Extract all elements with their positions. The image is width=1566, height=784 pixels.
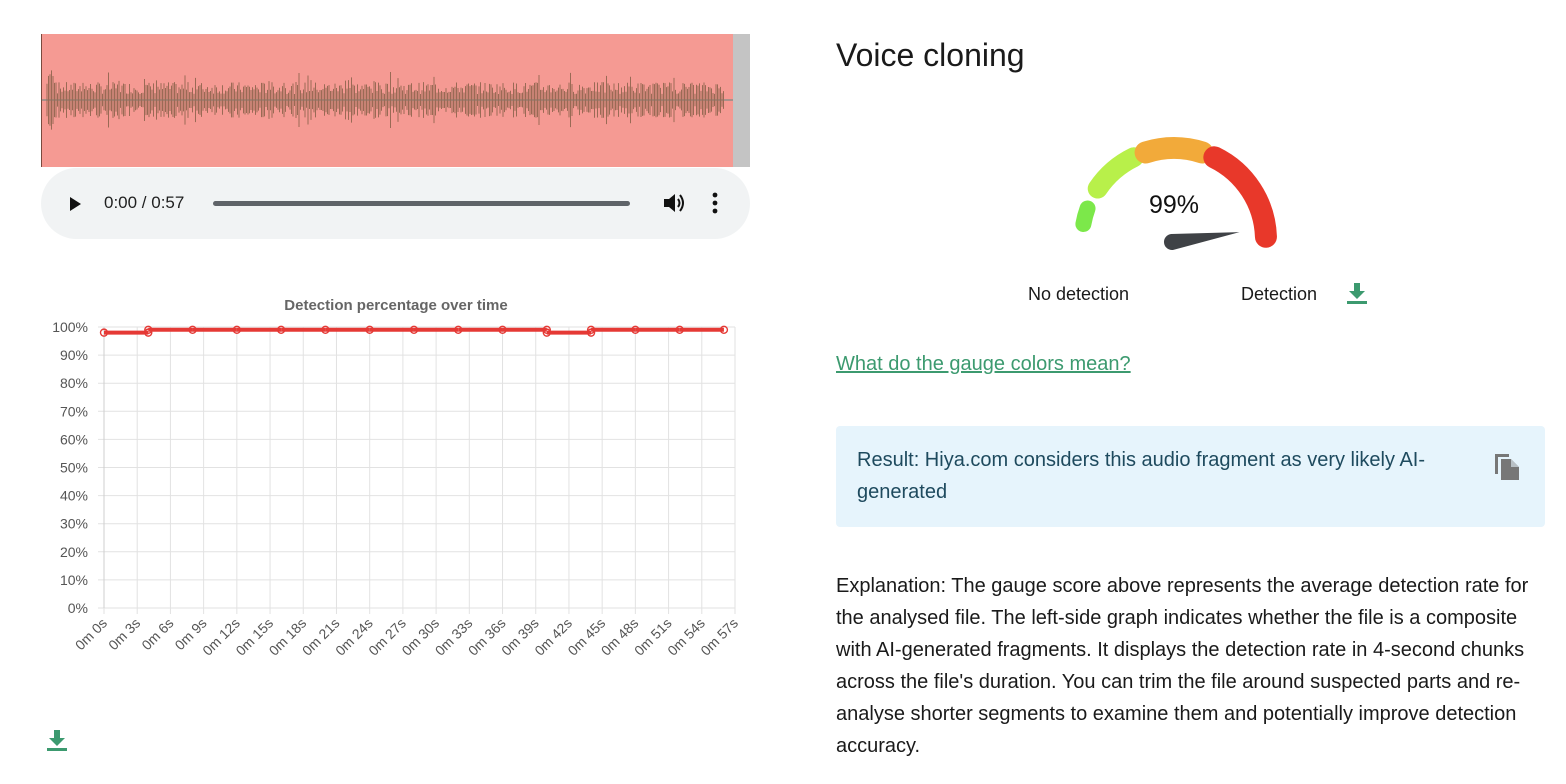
waveform-cursor[interactable]: [41, 34, 42, 167]
gauge-label-detection: Detection: [1241, 284, 1318, 304]
more-options-button[interactable]: [705, 190, 725, 216]
chart-y-tick-label: 90%: [60, 347, 88, 363]
copy-icon: [1495, 454, 1519, 480]
chart-point: [365, 325, 374, 335]
gauge-segment: [1075, 200, 1096, 233]
chart-y-tick-label: 10%: [60, 572, 88, 588]
volume-icon: [664, 194, 684, 212]
chart-download-button[interactable]: [46, 728, 68, 752]
chart-x-tick-label: 0m 6s: [138, 615, 176, 653]
chart-point: [321, 325, 330, 335]
chart-title: Detection percentage over time: [284, 297, 507, 314]
download-icon: [47, 730, 67, 751]
chart-y-tick-label: 30%: [60, 516, 88, 532]
chart-point: [542, 325, 552, 335]
gauge-download-button[interactable]: [1346, 281, 1368, 305]
gauge-value: 99%: [1149, 191, 1199, 219]
chart-point: [586, 325, 596, 335]
waveform-unplayed-region: [733, 34, 750, 167]
chart-x-tick-label: 0m 0s: [72, 615, 110, 653]
gauge-segment: [1134, 137, 1214, 164]
copy-result-button[interactable]: [1492, 450, 1522, 482]
chart-point: [144, 325, 153, 335]
chart-point: [631, 325, 640, 335]
chart-point: [188, 325, 197, 335]
more-vert-icon: [712, 192, 718, 214]
gauge-needle: [1164, 232, 1240, 250]
audio-player: 0:00 / 0:57: [41, 168, 750, 239]
chart-point: [409, 325, 419, 335]
gauge: 99%: [1075, 137, 1277, 250]
chart-y-tick-label: 70%: [60, 403, 88, 419]
play-icon: [70, 197, 81, 211]
result-box: Result: Hiya.com considers this audio fr…: [836, 426, 1545, 527]
chart-y-tick-label: 20%: [60, 544, 88, 560]
progress-slider[interactable]: [213, 201, 630, 206]
chart-y-tick-label: 80%: [60, 375, 88, 391]
waveform[interactable]: [41, 34, 750, 167]
chart-point: [498, 325, 507, 335]
gauge-label-no-detection: No detection: [1028, 284, 1130, 304]
chart-point: [454, 325, 463, 335]
play-button[interactable]: [61, 191, 87, 217]
volume-button[interactable]: [661, 190, 687, 216]
download-icon: [1347, 283, 1367, 304]
waveform-bars: [46, 70, 724, 130]
result-text: Result: Hiya.com considers this audio fr…: [857, 449, 1425, 503]
section-title: Voice cloning: [836, 37, 1025, 73]
explanation-text: Explanation: The gauge score above repre…: [836, 575, 1529, 757]
chart-x-tick-label: 0m 3s: [105, 615, 143, 653]
chart-point: [675, 325, 684, 335]
chart-point: [586, 328, 596, 337]
gauge-segments: [1075, 137, 1277, 248]
time-display: 0:00 / 0:57: [104, 193, 185, 212]
chart-point: [232, 325, 242, 335]
gauge-colors-link[interactable]: What do the gauge colors mean?: [836, 353, 1131, 375]
chart-series: [99, 325, 729, 337]
chart-point: [99, 328, 109, 337]
chart-x-tick-label: 0m 57s: [697, 615, 741, 659]
chart-grid: [98, 326, 736, 614]
chart-point: [542, 328, 552, 337]
chart-point: [144, 328, 153, 337]
chart-y-axis: 0% 10% 20% 30% 40% 50% 60% 70% 80% 90% 100%: [52, 319, 88, 616]
chart-y-tick-label: 100%: [52, 319, 88, 335]
waveform-graphic: [41, 70, 733, 130]
gauge-segment: [1087, 147, 1144, 199]
chart-y-tick-label: 40%: [60, 488, 88, 504]
chart-point: [276, 325, 286, 335]
chart-y-tick-label: 50%: [60, 460, 88, 476]
gauge-segment: [1203, 146, 1277, 248]
chart-y-tick-label: 0%: [68, 600, 88, 616]
chart-y-tick-label: 60%: [60, 431, 88, 447]
chart-point: [719, 325, 729, 335]
detection-chart: Detection percentage over time 0% 10% 20% 3…: [52, 297, 741, 659]
